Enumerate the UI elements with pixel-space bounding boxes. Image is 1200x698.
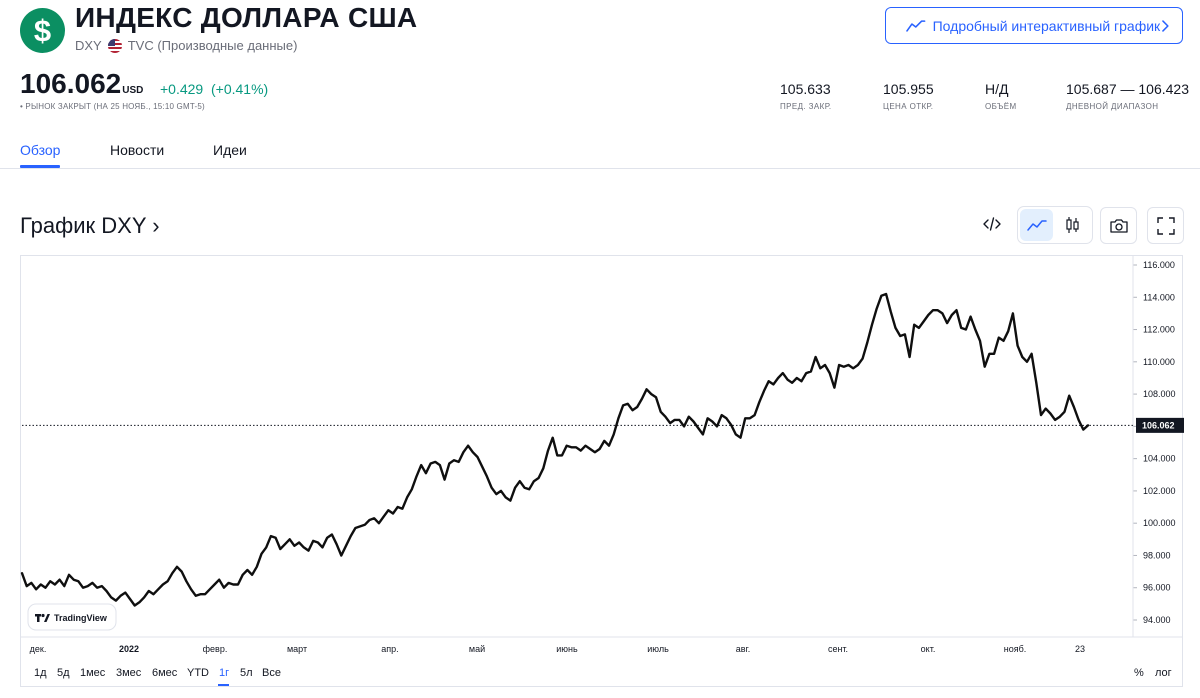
y-tick-label: 112.000 bbox=[1143, 325, 1175, 335]
range-1m[interactable]: 1мес bbox=[80, 667, 106, 679]
range-6m[interactable]: 6мес bbox=[152, 667, 178, 679]
x-tick-label: февр. bbox=[203, 644, 228, 654]
y-tick-label: 114.000 bbox=[1143, 292, 1175, 302]
price-value: 106.062 bbox=[20, 68, 122, 99]
y-tick-label: 94.000 bbox=[1143, 615, 1171, 625]
tab-ideas[interactable]: Идеи bbox=[213, 142, 247, 158]
candles-icon bbox=[1065, 217, 1079, 233]
stat-label: ПРЕД. ЗАКР. bbox=[780, 102, 832, 111]
x-tick-label: 2022 bbox=[119, 644, 139, 654]
change-pct: (+0.41%) bbox=[211, 81, 269, 97]
tab-news[interactable]: Новости bbox=[110, 142, 165, 158]
dollar-logo-icon: $ bbox=[20, 8, 65, 53]
last-price: 106.062USD bbox=[20, 68, 143, 100]
x-tick-label: окт. bbox=[921, 644, 936, 654]
stat-open: 105.955 ЦЕНА ОТКР. bbox=[883, 81, 934, 111]
x-tick-label: июль bbox=[647, 644, 669, 654]
interactive-chart-button[interactable]: Подробный интерактивный график bbox=[885, 7, 1183, 44]
range-5d[interactable]: 5д bbox=[57, 667, 70, 679]
market-status: • РЫНОК ЗАКРЫТ (НА 25 НОЯБ., 15:10 GMT-5… bbox=[20, 102, 205, 111]
stat-volume: Н/Д ОБЪЁМ bbox=[985, 81, 1017, 111]
price-change: +0.429 (+0.41%) bbox=[160, 81, 268, 97]
embed-code-button[interactable] bbox=[974, 206, 1010, 242]
active-range-indicator bbox=[218, 684, 229, 686]
ticker-label[interactable]: DXY bbox=[75, 38, 102, 53]
currency-label: USD bbox=[122, 85, 144, 96]
y-tick-label: 102.000 bbox=[1143, 486, 1176, 496]
fullscreen-icon bbox=[1156, 216, 1175, 235]
last-value-marker: 106.062 bbox=[1136, 417, 1184, 433]
snapshot-button[interactable] bbox=[1100, 207, 1137, 244]
x-tick-label: нояб. bbox=[1004, 644, 1027, 654]
y-tick-label: 96.000 bbox=[1143, 583, 1171, 593]
symbol-subtitle: DXY TVC (Производные данные) bbox=[75, 38, 297, 53]
x-tick-label: июнь bbox=[556, 644, 578, 654]
page-title: ИНДЕКС ДОЛЛАРА США bbox=[75, 2, 418, 33]
log-scale-toggle[interactable]: лог bbox=[1155, 667, 1172, 679]
chevron-right-icon bbox=[1162, 19, 1169, 32]
stat-value: Н/Д bbox=[985, 81, 1009, 97]
series-line-dxy bbox=[20, 292, 1090, 607]
percent-scale-toggle[interactable]: % bbox=[1134, 667, 1144, 679]
camera-icon bbox=[1109, 218, 1128, 233]
x-tick-label: март bbox=[287, 644, 307, 654]
y-axis: 116.000 114.000 112.000 110.000 108.000 106.0… bbox=[1132, 256, 1176, 637]
y-tick-label: 108.000 bbox=[1143, 389, 1176, 399]
stat-value: 105.955 bbox=[883, 81, 934, 97]
y-tick-label: 100.000 bbox=[1143, 518, 1176, 528]
change-abs: +0.429 bbox=[160, 81, 204, 97]
stat-label: ОБЪЁМ bbox=[985, 102, 1017, 111]
range-1y[interactable]: 1г bbox=[219, 667, 230, 679]
stat-label: ЦЕНА ОТКР. bbox=[883, 102, 934, 111]
y-tick-label: 98.000 bbox=[1143, 550, 1171, 560]
source-label[interactable]: TVC (Производные данные) bbox=[127, 38, 298, 53]
range-3m[interactable]: 3мес bbox=[116, 667, 142, 679]
line-style-button[interactable] bbox=[1020, 209, 1053, 241]
tradingview-logo-icon bbox=[35, 613, 50, 622]
range-1d[interactable]: 1д bbox=[34, 667, 47, 679]
y-tick-label: 116.000 bbox=[1143, 260, 1175, 270]
x-tick-label: дек. bbox=[30, 644, 47, 654]
line-chart-icon bbox=[1026, 220, 1047, 231]
x-axis: дек. 2022 февр. март апр. май июнь июль авг. сент… bbox=[20, 636, 1183, 654]
interactive-chart-button-label: Подробный интерактивный график bbox=[932, 17, 1161, 34]
chart-title-link[interactable]: График DXY › bbox=[20, 213, 160, 238]
stat-label: ДНЕВНОЙ ДИАПАЗОН bbox=[1066, 102, 1159, 111]
y-tick-label: 104.000 bbox=[1143, 454, 1176, 464]
range-5y[interactable]: 5л bbox=[240, 667, 253, 679]
stat-prev-close: 105.633 ПРЕД. ЗАКР. bbox=[780, 81, 832, 111]
tab-overview[interactable]: Обзор bbox=[20, 142, 61, 158]
y-tick-label: 110.000 bbox=[1143, 357, 1175, 367]
us-flag-icon bbox=[107, 38, 122, 53]
range-all[interactable]: Все bbox=[262, 667, 281, 679]
stat-value: 105.633 bbox=[780, 81, 831, 97]
x-tick-label: сент. bbox=[828, 644, 848, 654]
x-tick-label: апр. bbox=[381, 644, 398, 654]
fullscreen-button[interactable] bbox=[1147, 207, 1184, 244]
x-tick-label: май bbox=[469, 644, 485, 654]
trend-line-icon bbox=[906, 19, 926, 32]
embed-code-icon bbox=[983, 217, 1001, 231]
section-tabs: Обзор Новости Идеи bbox=[0, 138, 1200, 169]
active-tab-indicator bbox=[20, 165, 60, 168]
chart-container[interactable] bbox=[20, 255, 1183, 687]
x-tick-label: авг. bbox=[736, 644, 750, 654]
tradingview-watermark: TradingView bbox=[27, 603, 117, 631]
chart-style-toggle bbox=[1017, 206, 1093, 244]
range-ytd[interactable]: YTD bbox=[187, 667, 209, 679]
stat-value: 105.687 — 106.423 bbox=[1066, 81, 1189, 97]
tradingview-wordmark: TradingView bbox=[54, 613, 108, 623]
range-toolbar: 1д 5д 1мес 3мес 6мес YTD 1г 5л Все % лог bbox=[20, 658, 1183, 687]
x-tick-label: 23 bbox=[1075, 644, 1085, 654]
candle-style-button[interactable] bbox=[1056, 209, 1089, 241]
last-value-label: 106.062 bbox=[1142, 421, 1175, 431]
stat-day-range: 105.687 — 106.423 ДНЕВНОЙ ДИАПАЗОН bbox=[1066, 81, 1189, 111]
